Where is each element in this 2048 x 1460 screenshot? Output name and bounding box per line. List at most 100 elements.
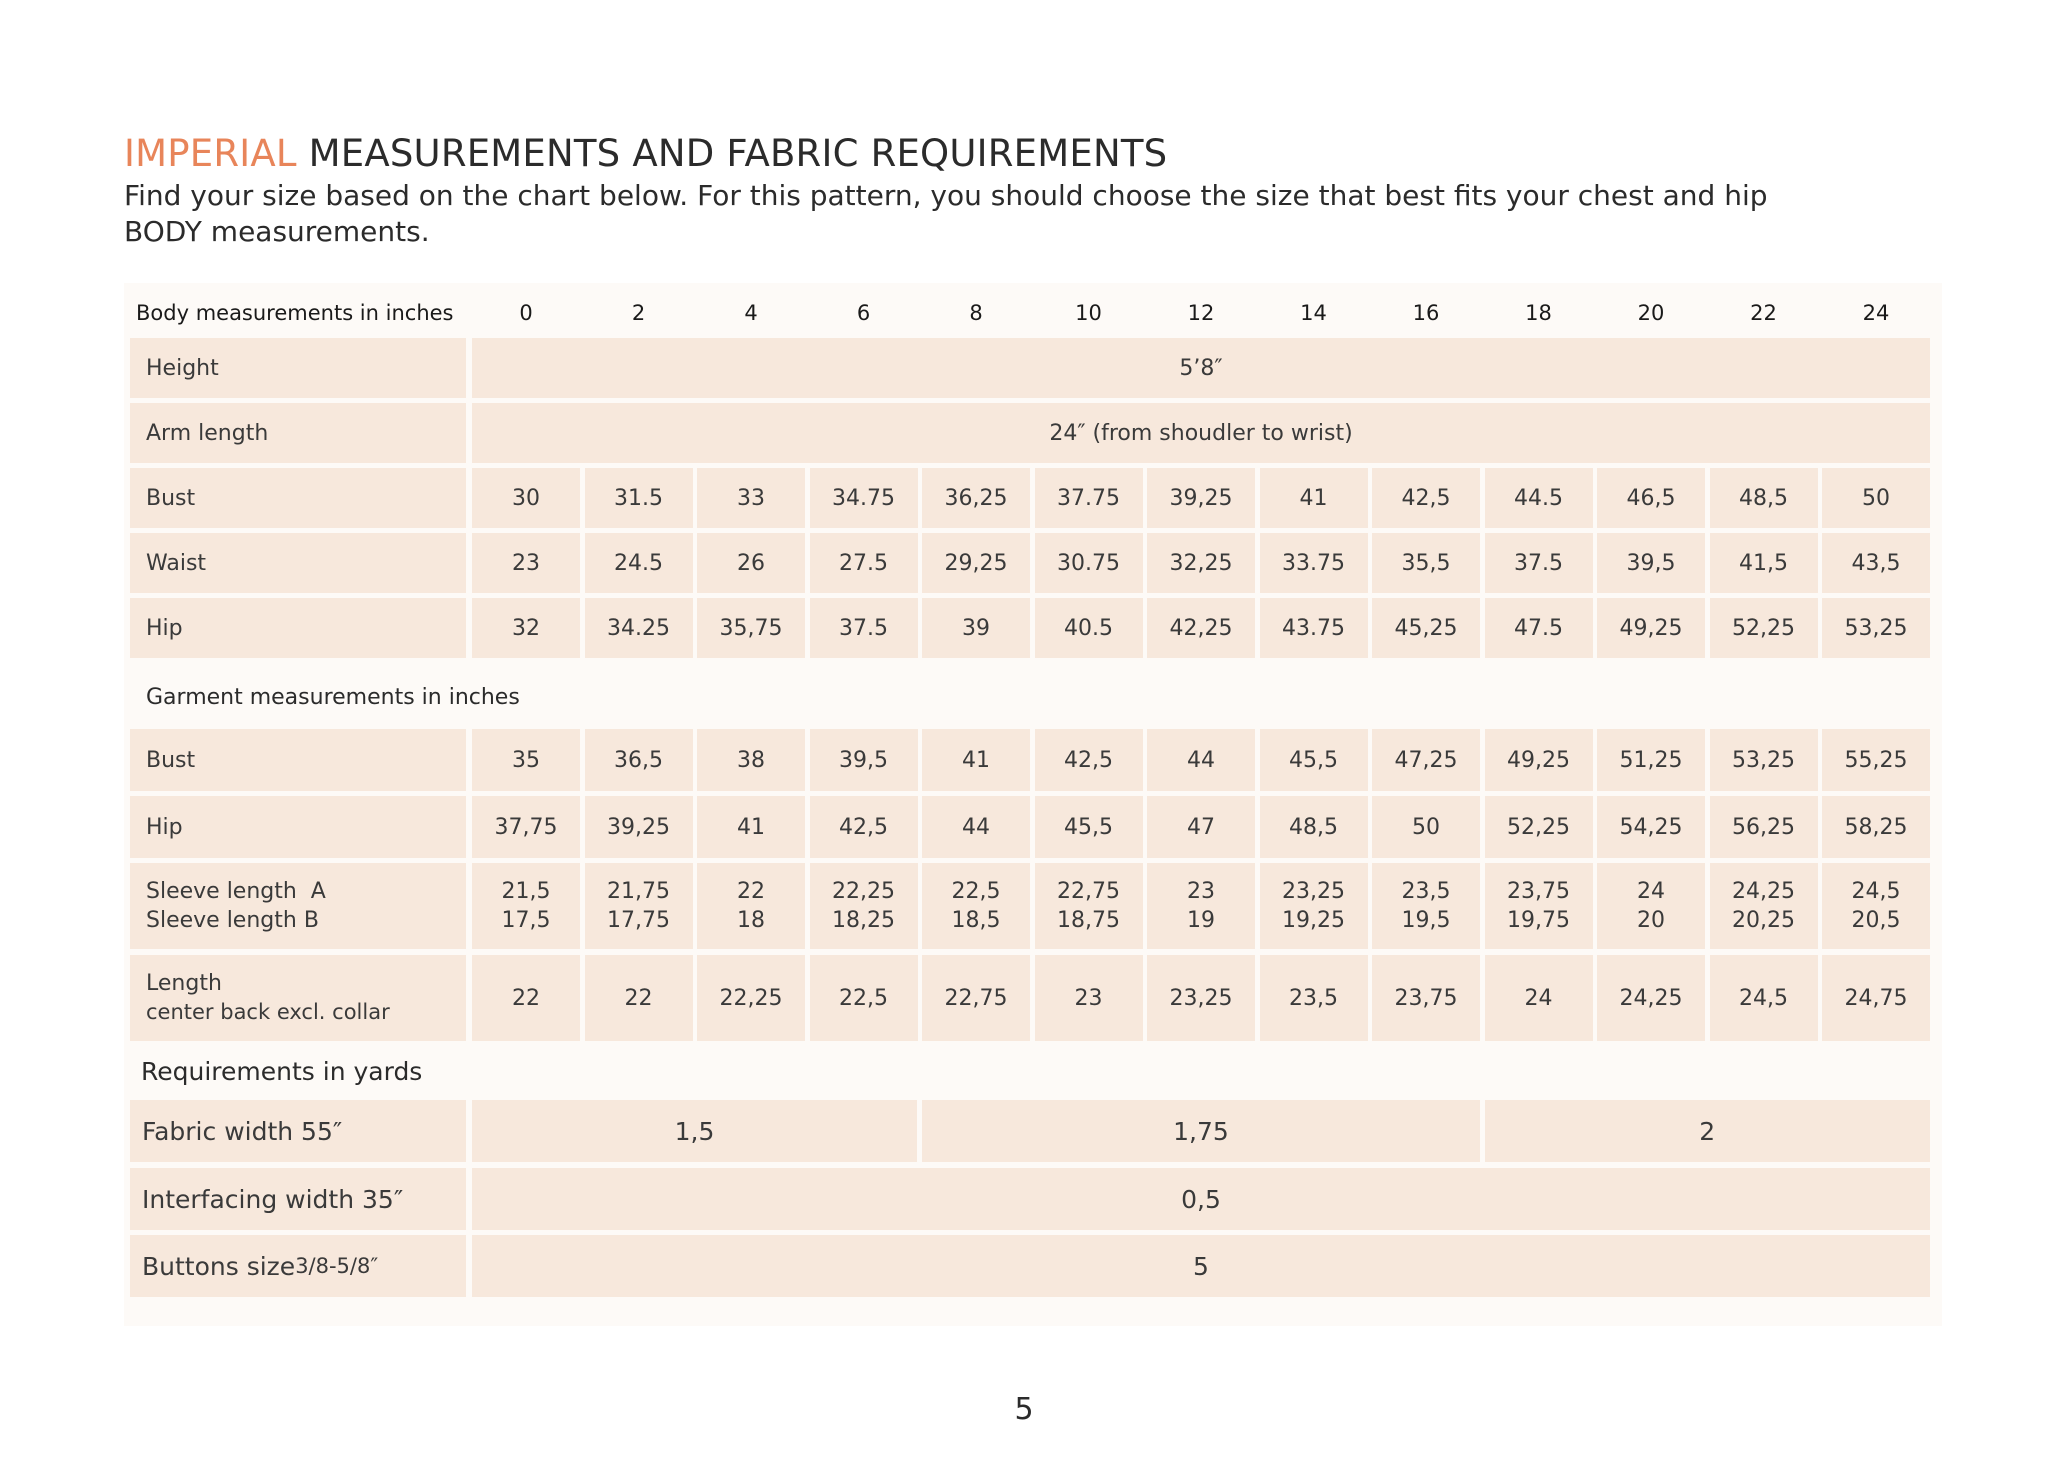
row-label-fabric: Fabric width 55″: [130, 1100, 466, 1162]
length-value-cell: 22,5: [809, 955, 918, 1041]
buttons-label: Buttons size: [142, 1251, 296, 1281]
length-value-cell: 23: [1034, 955, 1143, 1041]
sleeve-b-value: 20,5: [1851, 908, 1901, 933]
header-label: Body measurements in inches: [136, 301, 454, 325]
sleeve-value-cell: 23,75 19,75: [1484, 863, 1593, 949]
body-value-cell: 50: [1822, 468, 1930, 528]
sleeve-value-cell: 24 20: [1597, 863, 1705, 949]
arm-length-value: 24″ (from shoudler to wrist): [472, 403, 1930, 463]
length-value-cell: 23,75: [1372, 955, 1480, 1041]
body-value-cell: 30.75: [1034, 533, 1143, 593]
sleeve-a-value: 23,25: [1282, 879, 1345, 904]
intro-text: Find your size based on the chart below.…: [124, 179, 1768, 248]
body-value-cell: 43.75: [1259, 598, 1368, 658]
body-value-cell: 31.5: [584, 468, 693, 528]
sleeve-a-value: 23: [1187, 879, 1215, 904]
row-label-arm-length: Arm length: [130, 403, 466, 463]
sleeve-value-cell: 23,5 19,5: [1372, 863, 1480, 949]
row-label-body: Waist: [130, 533, 466, 593]
sleeve-value-cell: 24,5 20,5: [1822, 863, 1930, 949]
height-value: 5’8″: [472, 338, 1930, 398]
sleeve-label-a: Sleeve length A: [146, 879, 326, 904]
length-value-cell: 24,25: [1597, 955, 1705, 1041]
body-value-cell: 26: [697, 533, 805, 593]
body-value-cell: 43,5: [1822, 533, 1930, 593]
size-header: 16: [1412, 301, 1440, 325]
size-chart-table: Body measurements in inches 0 2 4 6 8 10…: [124, 283, 1942, 1326]
garment-value-cell: 45,5: [1259, 729, 1368, 791]
sleeve-b-value: 19,5: [1401, 908, 1451, 933]
sleeve-a-value: 23,75: [1507, 879, 1570, 904]
body-value-cell: 37.5: [1484, 533, 1593, 593]
size-header: 8: [969, 301, 983, 325]
size-header: 2: [631, 301, 646, 325]
sleeve-b-value: 18,25: [832, 908, 895, 933]
page-number: 5: [1014, 1392, 1034, 1427]
body-value-cell: 46,5: [1597, 468, 1705, 528]
garment-value-cell: 44: [922, 796, 1030, 858]
sleeve-a-value: 22,5: [951, 879, 1001, 904]
size-header: 14: [1300, 301, 1327, 325]
sleeve-value-cell: 21,75 17,75: [584, 863, 693, 949]
body-value-cell: 45,25: [1372, 598, 1480, 658]
body-value-cell: 39,5: [1597, 533, 1705, 593]
length-value-cell: 22: [472, 955, 580, 1041]
garment-value-cell: 37,75: [472, 796, 580, 858]
sleeve-b-value: 20: [1637, 908, 1665, 933]
sleeve-a-value: 23,5: [1401, 879, 1451, 904]
garment-value-cell: 50: [1372, 796, 1480, 858]
title-accent: IMPERIAL: [124, 132, 297, 175]
sleeve-a-value: 22: [737, 879, 765, 904]
fabric-group-value: 1,75: [922, 1100, 1480, 1162]
buttons-value: 5: [472, 1235, 1930, 1297]
sleeve-value-cell: 23,25 19,25: [1259, 863, 1368, 949]
requirements-section-label: Requirements in yards: [141, 1056, 423, 1086]
row-label-sleeve: Sleeve length A Sleeve length B: [130, 863, 466, 949]
garment-value-cell: 39,5: [809, 729, 918, 791]
sleeve-b-value: 18,75: [1057, 908, 1120, 933]
row-label-interfacing: Interfacing width 35″: [130, 1168, 466, 1230]
body-value-cell: 24.5: [584, 533, 693, 593]
sleeve-a-value: 21,75: [607, 879, 670, 904]
body-value-cell: 32: [472, 598, 580, 658]
body-value-cell: 29,25: [922, 533, 1030, 593]
sleeve-value-cell: 22,25 18,25: [809, 863, 918, 949]
size-header: 22: [1750, 301, 1777, 325]
body-value-cell: 44.5: [1484, 468, 1593, 528]
sleeve-a-value: 24: [1637, 879, 1665, 904]
size-header: 0: [519, 301, 533, 325]
body-value-cell: 52,25: [1709, 598, 1818, 658]
body-value-cell: 42,25: [1147, 598, 1255, 658]
garment-value-cell: 52,25: [1484, 796, 1593, 858]
body-value-cell: 47.5: [1484, 598, 1593, 658]
sleeve-b-value: 20,25: [1732, 908, 1795, 933]
body-value-cell: 48,5: [1709, 468, 1818, 528]
fabric-group-value: 1,5: [472, 1100, 917, 1162]
garment-value-cell: 47: [1147, 796, 1255, 858]
garment-value-cell: 54,25: [1597, 796, 1705, 858]
row-label-length: Length center back excl. collar: [130, 955, 466, 1041]
body-value-cell: 33.75: [1259, 533, 1368, 593]
garment-value-cell: 39,25: [584, 796, 693, 858]
body-value-cell: 41: [1259, 468, 1368, 528]
sleeve-b-value: 17,5: [501, 908, 551, 933]
garment-value-cell: 47,25: [1372, 729, 1480, 791]
garment-value-cell: 49,25: [1484, 729, 1593, 791]
sleeve-a-value: 22,75: [1057, 879, 1120, 904]
length-value-cell: 22: [584, 955, 693, 1041]
row-label-buttons: Buttons size 3/8-5/8″: [130, 1235, 466, 1297]
garment-value-cell: 44: [1147, 729, 1255, 791]
garment-value-cell: 35: [472, 729, 580, 791]
size-header: 24: [1862, 301, 1890, 325]
length-value-cell: 24,5: [1709, 955, 1818, 1041]
length-value-cell: 23,25: [1147, 955, 1255, 1041]
size-header: 4: [744, 301, 758, 325]
page-title: IMPERIAL MEASUREMENTS AND FABRIC REQUIRE…: [124, 132, 1167, 175]
garment-value-cell: 56,25: [1709, 796, 1818, 858]
row-label-height: Height: [130, 338, 466, 398]
row-label-body: Bust: [130, 468, 466, 528]
length-value-cell: 22,75: [922, 955, 1030, 1041]
sleeve-b-value: 19,75: [1507, 908, 1570, 933]
body-value-cell: 35,75: [697, 598, 805, 658]
garment-value-cell: 53,25: [1709, 729, 1818, 791]
